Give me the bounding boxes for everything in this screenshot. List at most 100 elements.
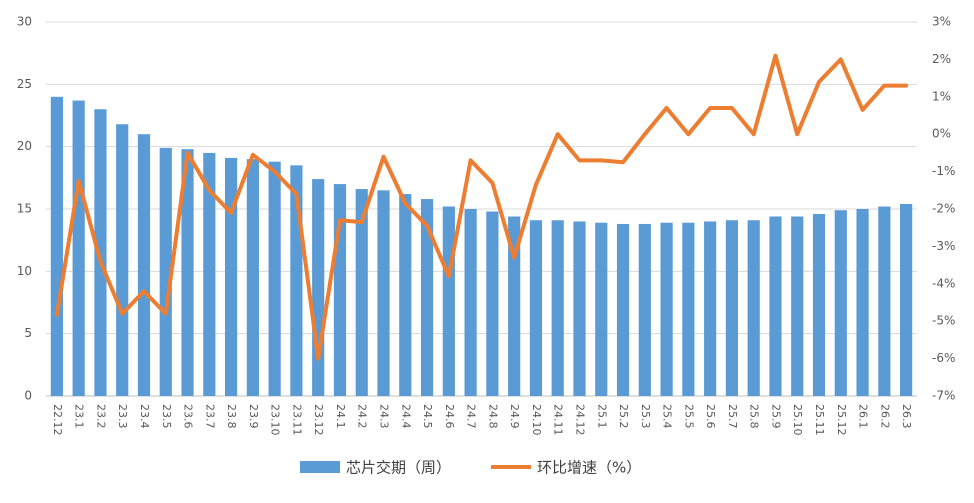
bar bbox=[704, 221, 717, 396]
x-tick-label: 24.11 bbox=[552, 404, 565, 436]
x-tick-label: 25.9 bbox=[769, 404, 782, 429]
y2-tick-label: -5% bbox=[932, 314, 955, 328]
bar bbox=[616, 223, 630, 396]
x-tick-label: 24.8 bbox=[486, 404, 499, 429]
bar bbox=[312, 179, 325, 396]
bar bbox=[159, 147, 172, 396]
bar bbox=[116, 124, 129, 396]
x-tick-label: 25.8 bbox=[748, 404, 761, 429]
x-tick-label: 23.7 bbox=[203, 404, 216, 429]
x-tick-label: 23.12 bbox=[312, 404, 325, 436]
x-tick-label: 24.3 bbox=[378, 404, 391, 429]
y-tick-label: 20 bbox=[17, 139, 32, 153]
bar bbox=[399, 194, 412, 396]
bar bbox=[791, 216, 804, 396]
bar bbox=[464, 209, 477, 396]
x-tick-label: 23.1 bbox=[73, 404, 86, 429]
x-tick-label: 23.3 bbox=[116, 404, 129, 429]
bar bbox=[900, 204, 913, 396]
bar bbox=[660, 222, 673, 396]
legend-label: 芯片交期（周） bbox=[346, 459, 451, 477]
x-tick-label: 26.2 bbox=[878, 404, 891, 429]
y2-tick-label: -4% bbox=[932, 276, 955, 290]
x-tick-label: 25.1 bbox=[595, 404, 608, 429]
y2-tick-label: 2% bbox=[932, 52, 951, 66]
bar bbox=[682, 222, 695, 396]
x-tick-label: 25.2 bbox=[617, 404, 630, 429]
legend-swatch bbox=[300, 461, 340, 473]
x-tick-label: 24.7 bbox=[465, 404, 478, 429]
bar bbox=[181, 149, 194, 396]
x-tick-label: 25.7 bbox=[726, 404, 739, 429]
bar bbox=[486, 211, 499, 396]
x-tick-label: 23.11 bbox=[290, 404, 303, 436]
x-tick-label: 25.4 bbox=[661, 404, 674, 429]
bar bbox=[834, 210, 847, 396]
bar bbox=[747, 220, 760, 396]
x-tick-label: 23.8 bbox=[225, 404, 238, 429]
x-tick-label: 24.5 bbox=[421, 404, 434, 429]
bar bbox=[529, 220, 543, 396]
bar bbox=[377, 190, 390, 396]
x-tick-label: 24.9 bbox=[508, 404, 521, 429]
y-tick-label: 15 bbox=[17, 202, 32, 216]
bar bbox=[246, 159, 259, 396]
bar bbox=[420, 199, 434, 396]
x-tick-label: 24.6 bbox=[443, 404, 456, 429]
x-tick-label: 24.4 bbox=[399, 404, 412, 429]
x-tick-label: 25.3 bbox=[639, 404, 652, 429]
x-tick-label: 23.6 bbox=[182, 404, 195, 429]
y2-tick-label: 1% bbox=[932, 89, 951, 103]
bar bbox=[638, 223, 651, 396]
x-tick-label: 26.3 bbox=[900, 404, 913, 429]
bar bbox=[856, 209, 869, 396]
bar bbox=[72, 100, 85, 396]
y2-tick-label: -3% bbox=[932, 239, 955, 253]
bar bbox=[333, 184, 347, 396]
x-tick-label: 23.4 bbox=[138, 404, 151, 429]
x-tick-label: 25.12 bbox=[835, 404, 848, 436]
bar bbox=[355, 189, 368, 396]
x-tick-label: 25.6 bbox=[704, 404, 717, 429]
x-tick-label: 24.2 bbox=[356, 404, 369, 429]
bar bbox=[137, 134, 151, 396]
y2-tick-label: 3% bbox=[932, 15, 951, 29]
x-tick-label: 25.5 bbox=[682, 404, 695, 429]
y-tick-label: 0 bbox=[24, 389, 32, 403]
bar bbox=[595, 222, 608, 396]
x-tick-label: 23.9 bbox=[247, 404, 260, 429]
y-tick-label: 5 bbox=[24, 326, 32, 340]
bar bbox=[224, 157, 238, 396]
bar bbox=[769, 216, 782, 396]
x-tick-label: 23.5 bbox=[160, 404, 173, 429]
bar bbox=[812, 213, 826, 396]
y-tick-label: 10 bbox=[17, 264, 32, 278]
bar bbox=[551, 220, 564, 396]
bar bbox=[725, 220, 739, 396]
bar bbox=[573, 221, 586, 396]
bar bbox=[878, 206, 891, 396]
x-tick-label: 24.1 bbox=[334, 404, 347, 429]
bar bbox=[50, 96, 63, 397]
x-tick-label: 22.12 bbox=[51, 404, 64, 436]
bar bbox=[508, 216, 521, 396]
x-tick-label: 26.1 bbox=[857, 404, 870, 429]
x-tick-label: 23.10 bbox=[269, 404, 282, 436]
x-tick-label: 24.12 bbox=[573, 404, 586, 436]
y2-tick-label: -2% bbox=[932, 202, 955, 216]
bar bbox=[94, 109, 107, 397]
x-tick-label: 23.2 bbox=[94, 404, 107, 429]
legend-label: 环比增速（%） bbox=[537, 459, 641, 477]
x-tick-label: 24.10 bbox=[530, 404, 543, 436]
bar bbox=[203, 152, 216, 396]
y2-tick-label: -7% bbox=[932, 389, 955, 403]
y-tick-label: 30 bbox=[17, 15, 32, 29]
bar bbox=[268, 161, 281, 396]
line bbox=[54, 53, 909, 361]
y2-tick-label: -6% bbox=[932, 351, 955, 365]
x-tick-label: 25.10 bbox=[791, 404, 804, 436]
bar bbox=[442, 206, 455, 396]
y2-tick-label: 0% bbox=[932, 127, 951, 141]
y2-tick-label: -1% bbox=[932, 164, 955, 178]
